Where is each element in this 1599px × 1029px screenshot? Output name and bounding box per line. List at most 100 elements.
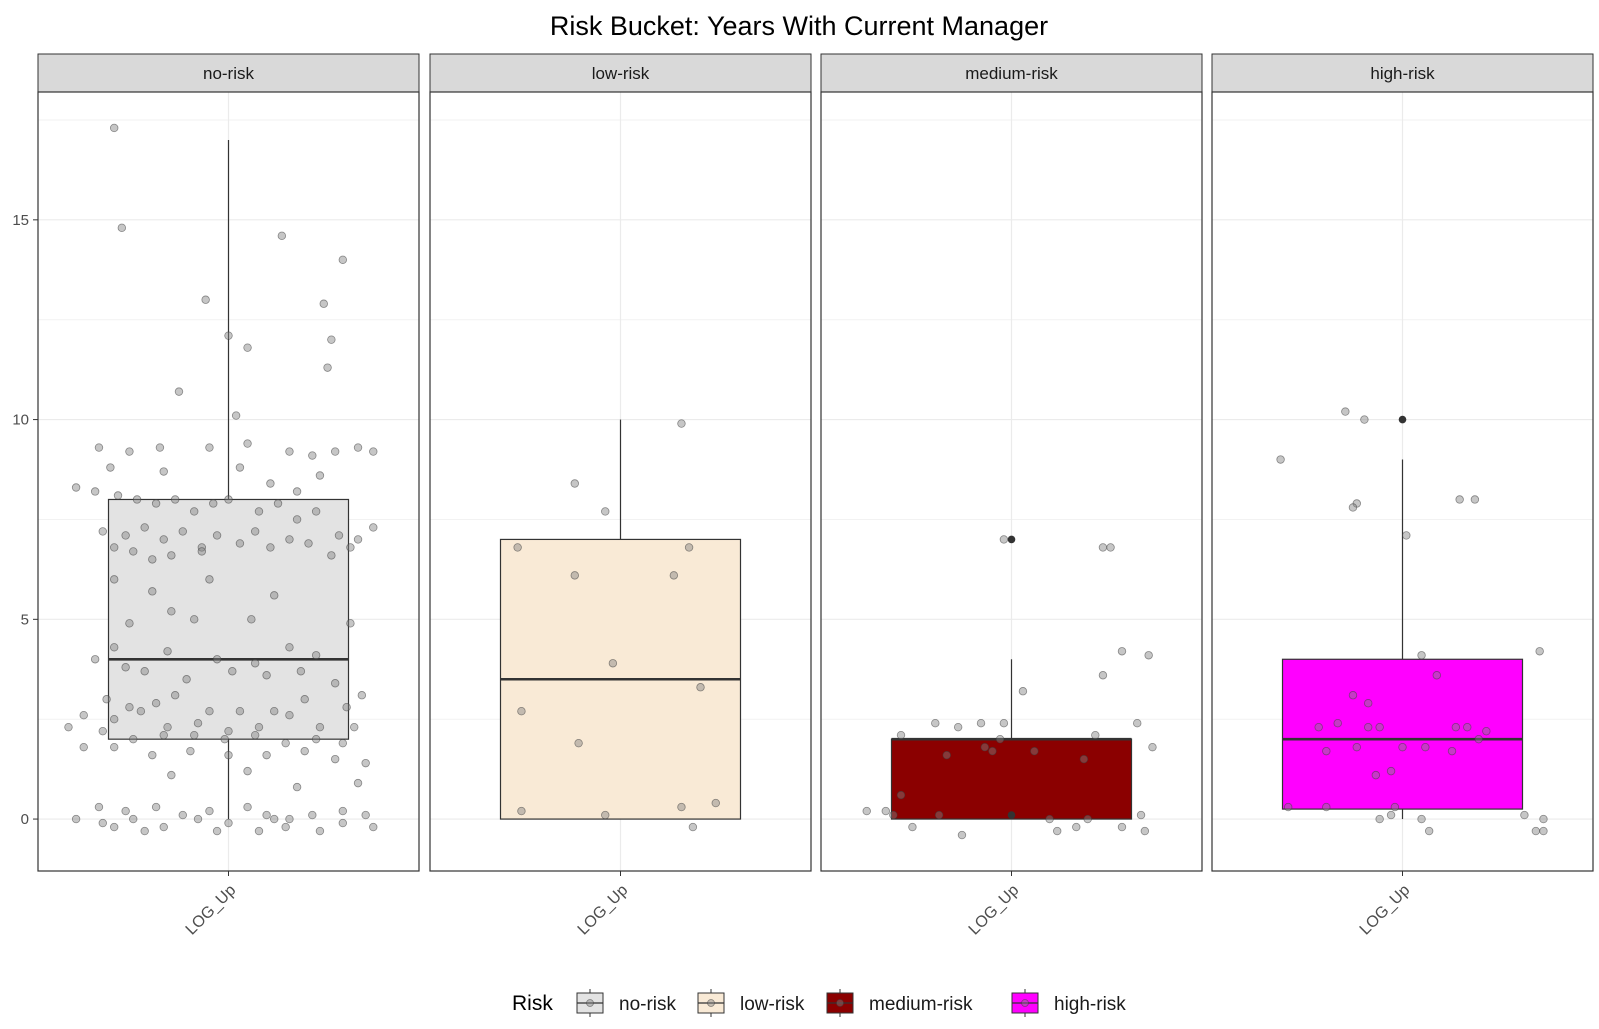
jitter-point — [1333, 718, 1342, 728]
jitter-point — [353, 443, 363, 452]
jitter-point — [1417, 814, 1426, 824]
jitter-point — [308, 810, 317, 820]
jitter-point — [896, 790, 906, 800]
jitter-point — [178, 810, 187, 820]
jitter-point — [976, 718, 986, 728]
jitter-point — [109, 123, 119, 133]
jitter-point — [308, 451, 317, 460]
jitter-point — [570, 571, 579, 580]
jitter-point — [1348, 691, 1358, 700]
jitter-point — [71, 483, 81, 492]
jitter-point — [205, 443, 214, 452]
jitter-point — [235, 707, 245, 716]
legend-label: high-risk — [1054, 994, 1126, 1015]
jitter-point — [148, 587, 157, 596]
jitter-point — [1535, 647, 1544, 656]
jitter-point — [931, 718, 940, 728]
jitter-point — [201, 295, 210, 304]
jitter-point — [1030, 746, 1039, 756]
jitter-point — [186, 746, 195, 756]
box-iqr — [1281, 658, 1524, 810]
jitter-point — [109, 543, 119, 552]
jitter-point — [250, 527, 260, 536]
jitter-point — [369, 523, 378, 532]
jitter-point — [1133, 718, 1142, 728]
legend: Risk no-risk low-risk medium-risk high-risk — [512, 989, 1126, 1017]
jitter-point — [1520, 810, 1529, 820]
jitter-point — [109, 575, 119, 584]
jitter-point — [1045, 814, 1054, 824]
jitter-point — [1421, 742, 1430, 752]
jitter-point — [361, 758, 370, 768]
jitter-point — [243, 439, 252, 448]
jitter-point — [1390, 802, 1400, 812]
jitter-point — [163, 647, 172, 656]
jitter-point — [270, 707, 279, 716]
jitter-point — [270, 814, 279, 824]
outlier-point — [1007, 811, 1016, 819]
jitter-point — [163, 722, 172, 732]
jitter-point — [1447, 746, 1457, 756]
x-tick-label: LOG_Up — [183, 882, 240, 939]
jitter-point — [64, 722, 73, 732]
legend-key-point — [836, 999, 844, 1007]
jitter-point — [159, 535, 168, 544]
jitter-point — [254, 826, 264, 836]
x-tick-label: LOG_Up — [966, 882, 1023, 939]
jitter-point — [113, 491, 123, 500]
jitter-point — [300, 746, 309, 756]
jitter-point — [1375, 722, 1384, 732]
jitter-point — [330, 679, 340, 688]
jitter-point — [980, 742, 990, 752]
jitter-point — [193, 814, 203, 824]
jitter-point — [688, 822, 698, 832]
jitter-point — [1451, 722, 1461, 732]
jitter-point — [190, 730, 199, 740]
jitter-point — [262, 671, 271, 680]
jitter-point — [1398, 742, 1407, 752]
jitter-point — [311, 651, 321, 660]
jitter-point — [881, 806, 890, 816]
legend-key-high-risk — [1011, 989, 1039, 1017]
jitter-point — [270, 591, 279, 600]
jitter-point — [1360, 415, 1369, 424]
jitter-point — [1083, 814, 1092, 824]
jitter-point — [677, 419, 686, 428]
jitter-point — [517, 806, 526, 816]
jitter-point — [129, 734, 138, 744]
jitter-point — [121, 531, 130, 540]
jitter-point — [151, 499, 161, 508]
jitter-point — [98, 527, 107, 536]
facet-panel-medium-risk: medium-risk LOG_Up — [820, 53, 1203, 939]
jitter-point — [1079, 754, 1089, 764]
facet-strip-label: no-risk — [203, 64, 255, 83]
jitter-point — [212, 655, 222, 664]
jitter-point — [1117, 822, 1127, 832]
jitter-point — [205, 707, 214, 716]
jitter-point — [273, 499, 283, 508]
jitter-point — [228, 667, 237, 676]
y-axis: 0 5 10 15 — [12, 212, 38, 828]
facet-strip — [429, 53, 812, 93]
y-tick-label: 0 — [21, 811, 29, 828]
facet-strip-label: low-risk — [592, 64, 650, 83]
jitter-point — [1474, 734, 1483, 744]
outlier-point — [1398, 415, 1407, 424]
jitter-point — [167, 770, 176, 780]
legend-title: Risk — [512, 992, 553, 1015]
jitter-point — [285, 711, 294, 720]
jitter-point — [125, 703, 134, 712]
jitter-point — [109, 714, 119, 724]
jitter-point — [148, 555, 157, 564]
legend-key-point — [586, 999, 594, 1007]
jitter-point — [300, 695, 309, 704]
jitter-point — [988, 746, 997, 756]
jitter-point — [117, 223, 127, 233]
jitter-point — [281, 738, 290, 748]
jitter-point — [570, 479, 579, 488]
jitter-point — [151, 802, 161, 812]
jitter-point — [330, 447, 340, 456]
jitter-point — [250, 659, 260, 668]
jitter-point — [190, 507, 199, 516]
jitter-point — [254, 507, 264, 516]
